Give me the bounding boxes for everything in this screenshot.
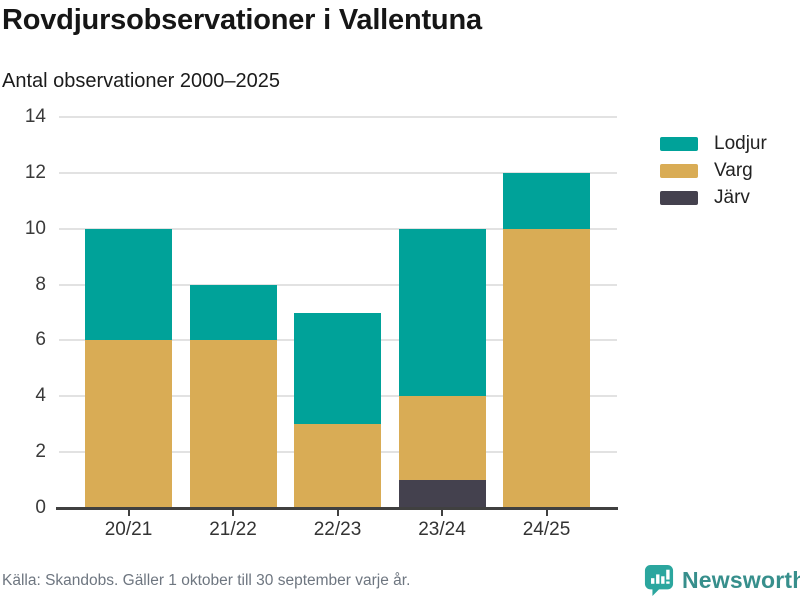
bar-segment-varg-24-25	[503, 228, 590, 508]
x-tick-23-24	[441, 510, 443, 516]
y-tick-label-6: 6	[35, 329, 46, 351]
newsworthy-icon	[644, 565, 674, 596]
x-tick-label-24-25: 24/25	[522, 519, 571, 540]
legend-swatch-järv	[660, 191, 698, 205]
y-tick-label-4: 4	[35, 385, 46, 407]
brand-logo: Newsworthy	[644, 564, 800, 597]
legend: Lodjur Varg Järv	[660, 133, 767, 208]
x-tick-label-22-23: 22/23	[313, 519, 362, 540]
bar-segment-lodjur-22-23	[294, 312, 381, 425]
legend-item-järv: Järv	[660, 187, 767, 208]
legend-item-varg: Varg	[660, 160, 767, 181]
bar-segment-varg-23-24	[398, 396, 486, 481]
y-tick-label-0: 0	[35, 497, 46, 518]
x-tick-label-21-22: 21/22	[209, 519, 257, 540]
page-title: Rovdjursobservationer i Vallentuna	[2, 4, 482, 36]
plot-area	[57, 116, 617, 508]
gridline-14	[59, 116, 617, 118]
bar-segment-järv-23-24	[398, 480, 486, 508]
y-tick-label-8: 8	[35, 273, 46, 295]
chart-subtitle: Antal observationer 2000–2025	[2, 70, 280, 92]
bar-segment-lodjur-24-25	[503, 172, 590, 229]
bar-segment-varg-20-21	[85, 340, 172, 508]
x-axis-line	[56, 507, 618, 510]
gridline-10	[59, 227, 617, 230]
bar-segment-lodjur-21-22	[189, 284, 277, 341]
gridline-8	[59, 283, 617, 286]
legend-swatch-varg	[660, 164, 698, 178]
y-tick-label-14: 14	[24, 106, 46, 127]
bar-segment-lodjur-23-24	[398, 228, 486, 397]
bar-segment-varg-22-23	[294, 424, 381, 508]
legend-swatch-lodjur	[660, 137, 698, 151]
x-tick-24-25	[545, 510, 548, 516]
x-tick-22-23	[336, 510, 339, 516]
y-tick-label-10: 10	[24, 217, 46, 239]
x-tick-label-20-21: 20/21	[104, 519, 153, 540]
y-tick-label-2: 2	[35, 441, 46, 463]
source-note: Källa: Skandobs. Gäller 1 oktober till 3…	[2, 572, 411, 589]
legend-label-järv: Järv	[714, 187, 750, 208]
legend-label-lodjur: Lodjur	[714, 133, 767, 154]
gridline-12	[59, 171, 617, 174]
x-tick-21-22	[232, 510, 234, 516]
legend-label-varg: Varg	[714, 160, 753, 181]
y-tick-label-12: 12	[24, 161, 46, 183]
x-tick-20-21	[127, 510, 130, 516]
bar-segment-varg-21-22	[189, 340, 277, 508]
brand-name: Newsworthy	[682, 567, 800, 593]
x-tick-label-23-24: 23/24	[418, 519, 466, 540]
legend-item-lodjur: Lodjur	[660, 133, 767, 154]
bar-segment-lodjur-20-21	[85, 228, 172, 341]
